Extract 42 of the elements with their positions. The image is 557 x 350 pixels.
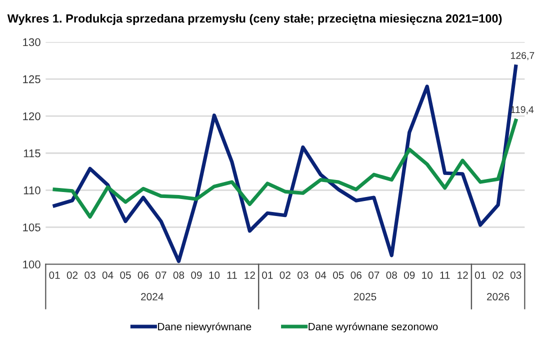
data-label: 126,7 [511,52,534,60]
y-tick-label: 110 [24,186,40,194]
x-tick-label: 07 [156,271,166,279]
text: 2025 [354,293,376,300]
x-tick-label: 06 [138,271,149,279]
x-tick-label: 08 [386,271,397,279]
y-tick-label: 130 [23,38,40,46]
x-tick-label: 03 [84,271,96,279]
x-tick-label: 12 [458,271,468,279]
x-tick-label: 04 [315,271,326,279]
y-tick-label: 120 [23,112,40,120]
x-tick-label: 06 [350,271,362,279]
line-series [52,118,518,219]
x-tick-label: 08 [173,271,184,279]
x-tick-label: 03 [510,271,522,279]
x-tick-label: 12 [244,271,255,279]
x-tick-label: 10 [209,271,220,279]
x-tick-label: 02 [280,271,290,279]
x-tick-label: 01 [262,271,273,279]
x-tick-label: 01 [49,271,60,279]
x-tick-label: 02 [66,271,78,279]
x-tick-label: 09 [404,271,415,279]
x-tick-label: 01 [474,271,486,279]
x-tick-label: 04 [102,271,114,279]
x-tick-label: 10 [422,271,432,279]
y-tick-label: 105 [23,223,40,232]
legend-label: Dane niewyrównane [158,322,252,332]
y-tick-label: 115 [24,150,40,158]
x-tick-label: 09 [191,271,202,279]
y-tick-label: 100 [23,260,40,268]
x-tick-label: 02 [492,271,504,279]
chart-title: Wykres 1. Produkcja sprzedana przemysłu (ceny stałe; przeciętna miesięczna 2021=100) [7,14,502,26]
x-tick-label: 11 [440,272,450,279]
legend-label: Dane wyrównane sezonowo [308,322,438,332]
x-tick-label: 07 [368,271,380,279]
x-tick-label: 03 [298,271,308,279]
x-tick-label: 05 [120,271,131,279]
x-tick-label: 11 [227,272,237,279]
x-tick-label: 05 [333,271,344,279]
text: 2026 [487,293,510,300]
text: 2024 [141,293,164,300]
y-tick-label: 125 [23,75,40,84]
